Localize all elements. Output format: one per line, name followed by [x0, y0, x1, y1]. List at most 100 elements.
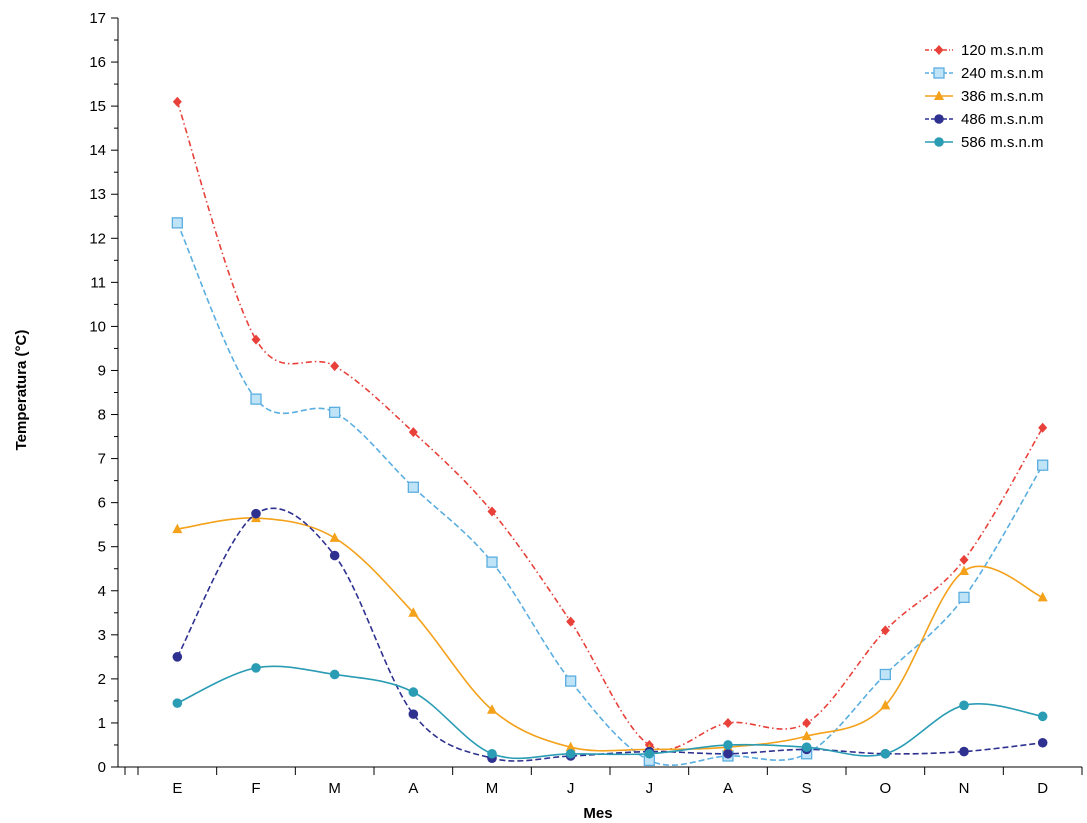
data-point: [959, 565, 969, 575]
x-tick-label: M: [486, 780, 499, 797]
data-point: [408, 687, 419, 697]
data-point: [1037, 591, 1048, 602]
x-tick-label: E: [172, 780, 182, 797]
data-point: [958, 591, 970, 604]
data-point: [172, 652, 183, 662]
x-axis-title: Mes: [583, 805, 612, 822]
y-tick-label: 17: [89, 10, 106, 27]
x-tick-label: S: [802, 780, 812, 797]
legend-marker: [934, 114, 944, 124]
y-tick-label: 13: [89, 186, 106, 203]
data-point: [487, 748, 497, 759]
data-point: [644, 748, 655, 759]
x-tick-label: A: [408, 780, 418, 797]
data-point: [486, 556, 498, 568]
y-tick-label: 8: [98, 407, 106, 424]
data-point: [1037, 459, 1049, 471]
series-line: [176, 222, 1044, 766]
data-point: [251, 663, 261, 673]
data-point: [565, 741, 576, 752]
x-tick-label: F: [251, 780, 260, 797]
x-tick-label: D: [1037, 780, 1048, 797]
data-point: [565, 675, 577, 687]
data-point: [802, 717, 812, 728]
y-tick-label: 2: [98, 671, 106, 688]
data-point: [880, 625, 890, 636]
y-tick-label: 16: [89, 54, 106, 71]
data-point: [801, 742, 812, 752]
data-point: [171, 217, 183, 229]
y-tick-label: 4: [98, 583, 106, 600]
y-tick-label: 11: [90, 274, 106, 291]
data-point: [407, 481, 419, 493]
series-1: [171, 217, 1049, 767]
data-point: [329, 406, 341, 418]
y-tick-label: 9: [98, 362, 106, 379]
legend-label: 386 m.s.n.m: [961, 88, 1044, 105]
data-point: [880, 699, 891, 710]
series-2: [172, 512, 1048, 754]
x-tick-label: M: [328, 780, 341, 797]
series-3: [172, 507, 1048, 763]
data-point: [172, 96, 182, 107]
data-point: [880, 748, 891, 759]
data-point: [723, 740, 733, 750]
data-point: [566, 616, 576, 627]
data-point: [801, 730, 812, 741]
y-tick-label: 5: [98, 539, 106, 556]
data-point: [723, 717, 733, 728]
legend-marker: [934, 45, 944, 55]
data-point: [251, 508, 261, 519]
data-point: [408, 427, 418, 438]
data-point: [329, 532, 340, 542]
data-point: [959, 700, 969, 711]
data-point: [250, 393, 262, 405]
data-point: [329, 669, 340, 680]
legend: 120 m.s.n.m 240 m.s.n.m 386 m.s.n.m 486 m.s…: [925, 42, 1044, 151]
data-point: [959, 554, 969, 565]
data-point: [408, 709, 419, 719]
y-tick-label: 0: [98, 759, 106, 776]
x-tick-label: O: [879, 780, 891, 797]
x-tick-label: A: [723, 780, 733, 797]
y-tick-label: 15: [89, 98, 106, 115]
data-point: [330, 361, 340, 372]
legend-marker: [934, 137, 944, 147]
y-tick-label: 7: [98, 451, 106, 468]
legend-label: 586 m.s.n.m: [961, 134, 1044, 151]
y-tick-label: 14: [89, 142, 106, 159]
y-tick-label: 10: [89, 318, 106, 335]
y-tick-label: 6: [98, 495, 106, 512]
series-0: [172, 96, 1048, 751]
data-point: [879, 668, 891, 681]
data-point: [487, 506, 497, 517]
series-4: [172, 663, 1048, 760]
series-layer: [171, 96, 1049, 767]
series-line: [176, 507, 1043, 762]
data-point: [1037, 737, 1048, 748]
y-axis-title: Temperatura (°C): [13, 330, 30, 451]
data-point: [172, 698, 183, 708]
y-tick-label: 3: [98, 627, 106, 644]
data-point: [487, 704, 497, 714]
x-tick-label: J: [567, 780, 575, 797]
data-point: [408, 607, 419, 617]
legend-label: 240 m.s.n.m: [961, 65, 1044, 82]
legend-label: 120 m.s.n.m: [961, 42, 1044, 59]
y-tick-label: 1: [98, 715, 106, 732]
data-point: [251, 334, 261, 345]
x-tick-label: N: [959, 780, 970, 797]
legend-marker: [934, 90, 944, 100]
series-line: [176, 101, 1044, 751]
data-point: [329, 550, 340, 561]
data-point: [565, 748, 576, 759]
legend-marker: [933, 67, 945, 79]
data-point: [959, 746, 969, 757]
legend-label: 486 m.s.n.m: [961, 111, 1044, 128]
series-line: [177, 665, 1043, 760]
series-line: [177, 517, 1043, 752]
data-point: [172, 523, 183, 534]
x-tick-label: J: [646, 780, 654, 797]
